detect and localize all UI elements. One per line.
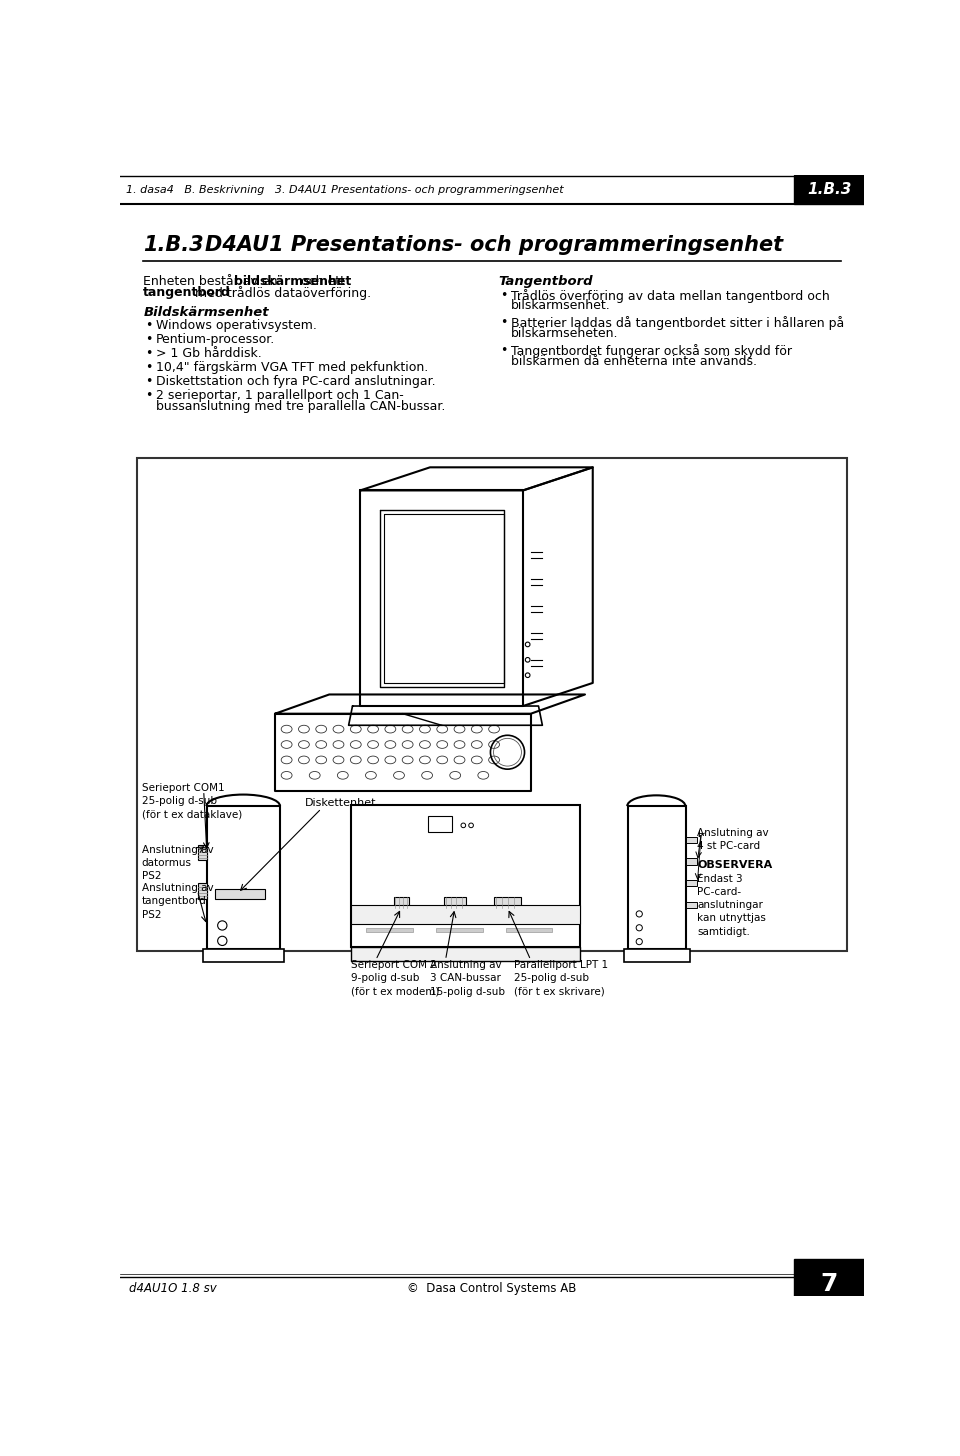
Bar (367, 927, 413, 932)
Text: 1.B.3: 1.B.3 (807, 182, 852, 197)
Text: bildskärmsenhet: bildskärmsenhet (234, 275, 351, 288)
Bar (203, 948, 284, 962)
Bar (394, 897, 409, 907)
Bar (685, 879, 697, 887)
Text: ©  Dasa Control Systems AB: © Dasa Control Systems AB (407, 1283, 577, 1296)
Bar (351, 805, 580, 946)
Bar (428, 817, 452, 831)
Text: 1.B.3: 1.B.3 (143, 234, 204, 255)
Text: Diskettstation och fyra PC-card anslutningar.: Diskettstation och fyra PC-card anslutni… (156, 374, 435, 387)
Text: Anslutning av
datormus
PS2: Anslutning av datormus PS2 (142, 844, 213, 881)
Bar (685, 859, 697, 865)
Text: bilskärmseheten.: bilskärmseheten. (511, 328, 618, 341)
Text: Anslutning av
4 st PC-card: Anslutning av 4 st PC-card (697, 827, 769, 850)
Bar (214, 890, 265, 898)
Bar (685, 901, 697, 907)
Bar (628, 807, 685, 948)
Bar (685, 837, 697, 843)
Text: •: • (500, 288, 507, 301)
Text: Serieport COM1
25-polig d-sub
(för t ex dataklave): Serieport COM1 25-polig d-sub (för t ex … (142, 783, 242, 820)
Text: OBSERVERA: OBSERVERA (697, 860, 773, 871)
Text: •: • (145, 333, 153, 347)
Text: bilskärmsenhet.: bilskärmsenhet. (511, 300, 611, 313)
Bar (494, 897, 521, 907)
Text: Bildskärmsenhet: Bildskärmsenhet (143, 306, 269, 319)
Bar (351, 946, 580, 961)
Text: tangentbord: tangentbord (143, 287, 231, 300)
Text: 7: 7 (821, 1271, 838, 1296)
Bar (351, 904, 580, 925)
Text: Anslutning av
tangentbord
PS2: Anslutning av tangentbord PS2 (142, 884, 213, 920)
Text: •: • (500, 316, 507, 329)
Text: •: • (145, 374, 153, 387)
Bar (436, 927, 483, 932)
Text: D4AU1 Presentations- och programmeringsenhet: D4AU1 Presentations- och programmeringse… (205, 234, 783, 255)
Text: Trådlös överföring av data mellan tangentbord och: Trådlös överföring av data mellan tangen… (511, 288, 829, 303)
Text: 10,4" färgskärm VGA TFT med pekfunktion.: 10,4" färgskärm VGA TFT med pekfunktion. (156, 361, 428, 374)
Bar (137, 459, 847, 951)
Bar (624, 948, 689, 962)
Bar (198, 844, 206, 860)
Text: •: • (500, 344, 507, 357)
Text: •: • (145, 389, 153, 402)
Bar (198, 884, 206, 898)
Bar (794, 1259, 864, 1296)
Text: d4AU1O 1.8 sv: d4AU1O 1.8 sv (130, 1283, 217, 1296)
Text: Pentium-processor.: Pentium-processor. (156, 333, 275, 347)
Text: > 1 Gb hårddisk.: > 1 Gb hårddisk. (156, 347, 261, 360)
Text: Anslutning av
3 CAN-bussar
15-polig d-sub: Anslutning av 3 CAN-bussar 15-polig d-su… (430, 960, 505, 996)
Text: 2 serieportar, 1 parallellport och 1 Can-: 2 serieportar, 1 parallellport och 1 Can… (156, 389, 403, 402)
Bar (506, 927, 552, 932)
Text: Windows operativsystem.: Windows operativsystem. (156, 319, 317, 332)
Text: Tangentbord: Tangentbord (498, 275, 593, 288)
Text: Parallellport LPT 1
25-polig d-sub
(för t ex skrivare): Parallellport LPT 1 25-polig d-sub (för … (514, 960, 608, 996)
Text: bilskärmen då enheterna inte används.: bilskärmen då enheterna inte används. (511, 355, 756, 368)
Text: •: • (145, 361, 153, 374)
Text: Endast 3
PC-card-
anslutningar
kan utnyttjas
samtidigt.: Endast 3 PC-card- anslutningar kan utnyt… (697, 874, 766, 936)
Text: med trådlös dataöverföring.: med trådlös dataöverföring. (191, 287, 372, 300)
Text: 1. dasa4   B. Beskrivning   3. D4AU1 Presentations- och programmeringsenhet: 1. dasa4 B. Beskrivning 3. D4AU1 Present… (126, 185, 564, 195)
Bar (444, 897, 466, 907)
Bar (794, 175, 864, 204)
Text: Diskettenhet: Diskettenhet (304, 798, 376, 808)
Text: Batterier laddas då tangentbordet sitter i hållaren på: Batterier laddas då tangentbordet sitter… (511, 316, 844, 331)
Text: •: • (145, 319, 153, 332)
Text: Tangentbordet fungerar också som skydd för: Tangentbordet fungerar också som skydd f… (511, 344, 792, 358)
Text: bussanslutning med tre parallella CAN-bussar.: bussanslutning med tre parallella CAN-bu… (156, 399, 445, 412)
Text: Serieport COM 2
9-polig d-sub
(för t ex modem): Serieport COM 2 9-polig d-sub (för t ex … (351, 960, 440, 996)
Text: Enheten består av en: Enheten består av en (143, 275, 281, 288)
Text: och ett: och ett (298, 275, 346, 288)
Bar (206, 807, 280, 948)
Text: •: • (145, 347, 153, 360)
